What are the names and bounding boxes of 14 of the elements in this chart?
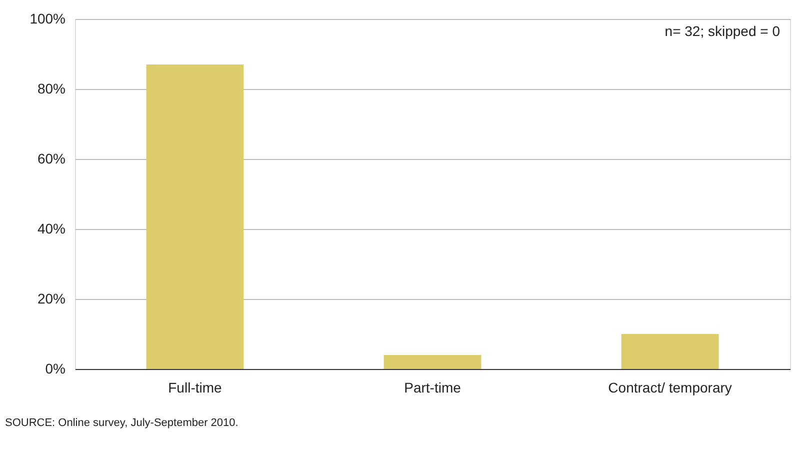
annotation: n= 32; skipped = 0 bbox=[664, 23, 780, 39]
y-tick-label: 40% bbox=[37, 220, 66, 236]
x-tick-label: Full-time bbox=[168, 380, 222, 396]
y-tick-label: 100% bbox=[30, 10, 66, 26]
y-tick-label: 20% bbox=[37, 290, 66, 306]
source-note: SOURCE: Online survey, July-September 2010. bbox=[5, 417, 238, 429]
bar bbox=[384, 355, 482, 369]
bar bbox=[621, 334, 719, 369]
y-tick-label: 0% bbox=[45, 360, 66, 376]
x-tick-label: Contract/ temporary bbox=[608, 380, 732, 396]
x-tick-label: Part-time bbox=[404, 380, 462, 396]
y-tick-label: 80% bbox=[37, 80, 66, 96]
y-tick-label: 60% bbox=[37, 150, 66, 166]
bar bbox=[146, 64, 244, 369]
